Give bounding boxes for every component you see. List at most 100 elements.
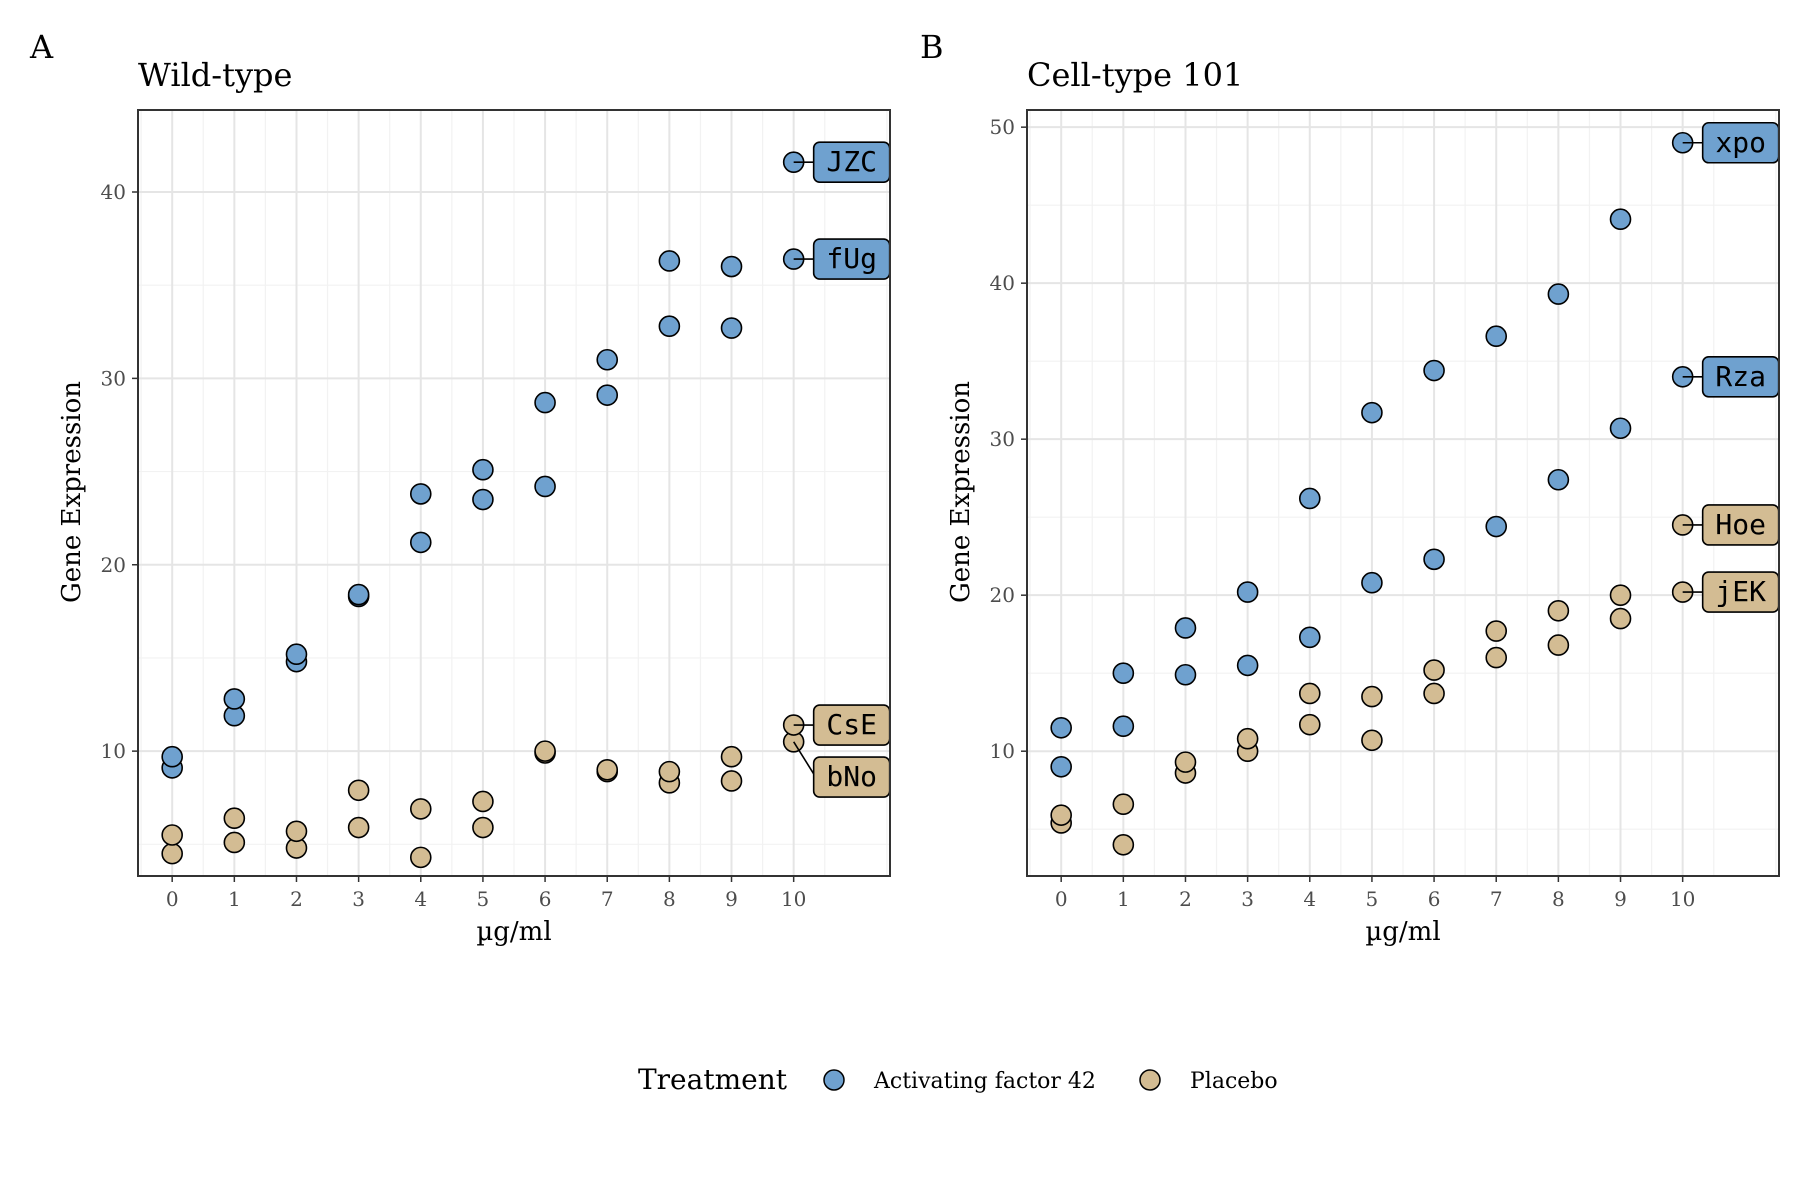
data-point <box>596 758 619 781</box>
plot-area: 0 1 2 3 4 5 6 7 8 9 10 10 20 30 40 50 xpo Rza Hoe jEK <box>990 109 1780 911</box>
data-point <box>720 745 743 768</box>
data-point <box>472 790 494 813</box>
panel-a-xlabel: µg/ml <box>476 917 551 947</box>
callouts: xpo Rza Hoe jEK <box>1682 121 1780 613</box>
data-point <box>1050 804 1072 826</box>
panel-a-tag: A <box>29 28 54 66</box>
data-point <box>1112 715 1135 738</box>
data-point <box>1609 417 1632 440</box>
data-point <box>1050 716 1072 739</box>
data-point <box>1174 663 1197 686</box>
callout-label: JZC <box>826 145 877 178</box>
plot-border <box>1026 109 1780 877</box>
data-point <box>1609 607 1632 630</box>
data-point <box>285 820 308 843</box>
data-point <box>1485 620 1508 642</box>
data-point <box>1050 755 1072 778</box>
x-tick-label: 6 <box>1428 887 1441 911</box>
x-tick-label: 2 <box>290 887 303 911</box>
y-tick-label: 40 <box>101 180 126 204</box>
x-tick-label: 2 <box>1179 887 1192 911</box>
x-tick-label: 10 <box>781 887 806 911</box>
legend-swatch-activating <box>823 1069 845 1091</box>
data-point <box>596 384 619 406</box>
data-point <box>1298 487 1321 510</box>
data-point <box>1547 634 1570 656</box>
data-point <box>1423 359 1445 382</box>
y-tick-label: 10 <box>101 739 126 763</box>
data-point <box>472 816 494 839</box>
panel-b: 0 1 2 3 4 5 6 7 8 9 10 10 20 30 40 50 xpo Rza Hoe jEK B Cel… <box>920 28 1780 947</box>
callout-leader <box>792 741 817 778</box>
data-point <box>1547 468 1570 491</box>
data-point <box>409 531 432 554</box>
x-tick-label: 7 <box>601 887 614 911</box>
y-tick-label: 50 <box>990 115 1015 139</box>
data-point <box>1361 401 1383 424</box>
legend-label-placebo: Placebo <box>1190 1069 1278 1094</box>
data-point <box>1609 208 1632 231</box>
x-tick-label: 10 <box>1670 887 1695 911</box>
panel-b-ylabel: Gene Expression <box>946 381 976 603</box>
data-point <box>1298 682 1321 705</box>
x-tick-label: 8 <box>663 887 676 911</box>
legend-title: Treatment <box>638 1063 788 1096</box>
data-point <box>409 798 432 820</box>
data-point <box>223 807 246 830</box>
data-point <box>1174 751 1197 773</box>
callout-label: fUg <box>826 242 877 275</box>
data-point <box>1112 662 1135 684</box>
x-tick-label: 5 <box>1366 887 1379 911</box>
data-point <box>1361 729 1383 752</box>
data-point <box>1423 682 1445 705</box>
data-point <box>1236 654 1259 677</box>
callout-label: jEK <box>1715 575 1766 608</box>
data-point <box>161 824 183 846</box>
data-point <box>1112 793 1135 816</box>
y-tick-label: 30 <box>101 366 126 390</box>
x-tick-label: 9 <box>725 887 738 911</box>
data-point <box>720 317 743 339</box>
panel-b-xlabel: µg/ml <box>1365 917 1440 947</box>
x-tick-label: 4 <box>1303 887 1316 911</box>
x-tick-label: 0 <box>166 887 179 911</box>
data-point <box>1485 515 1508 538</box>
panel-a-ylabel: Gene Expression <box>57 381 87 603</box>
data-point <box>596 348 619 371</box>
callout-label: Hoe <box>1715 508 1766 541</box>
x-tick-label: 5 <box>477 887 490 911</box>
x-tick-label: 9 <box>1614 887 1627 911</box>
panel-b-tag: B <box>920 28 944 66</box>
panel-a-title: Wild-type <box>138 56 292 94</box>
data-point <box>1174 617 1197 639</box>
x-tick-label: 7 <box>1490 887 1503 911</box>
data-point <box>347 816 370 839</box>
data-point <box>1236 581 1259 603</box>
data-point <box>658 760 681 783</box>
x-tick-label: 3 <box>1241 887 1254 911</box>
callout-label: CsE <box>826 708 877 741</box>
series-placebo <box>161 714 805 869</box>
x-tick-label: 1 <box>1117 887 1130 911</box>
data-point <box>409 483 432 505</box>
data-point <box>347 779 370 802</box>
data-point <box>1361 685 1383 708</box>
data-point <box>720 770 743 792</box>
data-point <box>472 458 494 481</box>
legend: Treatment Activating factor 42 Placebo <box>638 1063 1278 1096</box>
data-point <box>1236 727 1259 750</box>
data-point <box>285 643 308 666</box>
data-point <box>534 475 556 498</box>
data-point <box>658 315 681 337</box>
callout-label: Rza <box>1715 360 1766 393</box>
y-tick-label: 20 <box>101 553 126 577</box>
data-point <box>1361 571 1383 594</box>
plot-border <box>137 109 891 877</box>
data-point <box>534 391 556 414</box>
legend-label-activating: Activating factor 42 <box>873 1069 1096 1094</box>
data-point <box>534 740 556 762</box>
data-point <box>1423 659 1445 681</box>
data-point <box>409 846 432 869</box>
data-point <box>1547 599 1570 622</box>
callouts: JZC fUg CsE bNo <box>792 141 891 798</box>
